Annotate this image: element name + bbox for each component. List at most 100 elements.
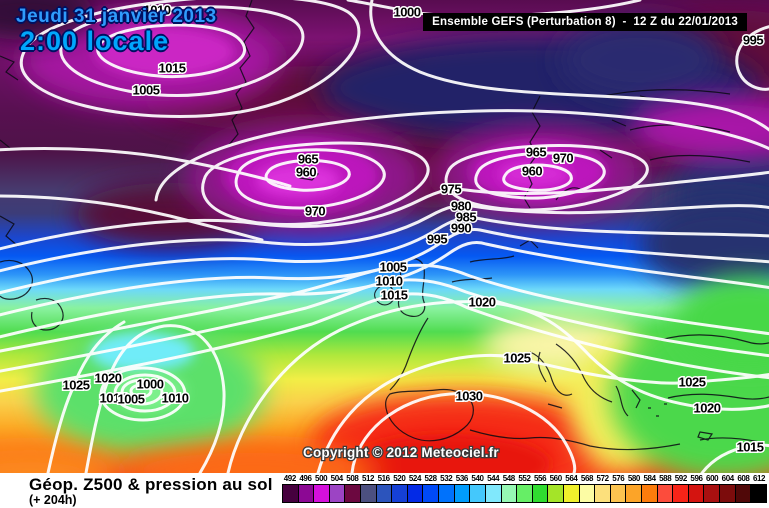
colorbar-value: 560: [549, 474, 563, 483]
colorbar-cell: [720, 485, 736, 502]
colorbar-value: 556: [533, 474, 547, 483]
colorbar-value: 492: [283, 474, 297, 483]
colorbar-cell: [657, 485, 674, 502]
colorbar-value: 552: [518, 474, 531, 483]
colorbar-value: 500: [315, 474, 328, 483]
colorbar-value: 516: [377, 474, 391, 483]
colorbar-cell: [501, 485, 518, 502]
isobar-label: 990: [451, 221, 471, 236]
isobar-label: 965: [298, 152, 318, 167]
colorbar-cell: [595, 485, 611, 502]
legend-title: Géop. Z500 & pression au sol: [29, 475, 273, 494]
colorbar-cell: [329, 485, 346, 502]
forecast-local-time: 2:00 locale: [20, 26, 170, 56]
isobar-label: 1010: [144, 3, 171, 18]
colorbar-values: 492 496 500 504 508 512 516 520 524 528 532 536 540 5…: [282, 473, 767, 484]
colorbar-cell: [361, 485, 377, 502]
isobar-label: 960: [296, 165, 316, 180]
colorbar-cell: [579, 485, 596, 502]
isobar-label: 960: [522, 164, 542, 179]
isobar-label: 980: [451, 199, 471, 214]
isobar-label: 1015: [381, 288, 408, 303]
coastlines: [0, 0, 769, 451]
colorbar-value: 532: [440, 474, 453, 483]
colorbar-cell: [517, 485, 533, 502]
colorbar-value: 568: [580, 474, 594, 483]
isobar-label: 1005: [118, 392, 145, 407]
colorbar-value: 512: [361, 474, 375, 483]
colorbar-cell: [283, 485, 299, 502]
colorbar-cell: [298, 485, 315, 502]
colorbar-value: 504: [330, 474, 344, 483]
colorbar-cell: [626, 485, 643, 502]
isobar-label: 1010: [162, 391, 189, 406]
colorbar-value: 548: [502, 474, 516, 483]
isobar-label: 1020: [95, 371, 122, 386]
forecast-date: Jeudi 31 janvier 2013: [16, 6, 217, 27]
isobar-label: 1015: [159, 61, 186, 76]
isobar-label: 970: [305, 204, 325, 219]
colorbar-value: 580: [627, 474, 641, 483]
colorbar-value: 564: [565, 474, 578, 483]
colorbar-cell: [376, 485, 393, 502]
isobar-label: 975: [441, 182, 461, 197]
colorbar-cell: [470, 485, 486, 502]
isobar-label: 995: [427, 232, 447, 247]
colorbar-value: 540: [471, 474, 484, 483]
colorbar-value: 496: [299, 474, 312, 483]
colorbar-value: 600: [706, 474, 719, 483]
colorbar-value: 584: [643, 474, 656, 483]
isobar-label: 1025: [63, 378, 90, 393]
colorbar-cell: [688, 485, 705, 502]
isobar-label: 1030: [456, 389, 483, 404]
colorbar-value: 608: [737, 474, 750, 483]
colorbar-cell: [345, 485, 362, 502]
isobar-label: 1025: [504, 351, 531, 366]
colorbar-value: 524: [408, 474, 422, 483]
colorbar-cell: [392, 485, 408, 502]
isobar-label: 1000: [137, 377, 164, 392]
isobar-label: 1000: [394, 5, 421, 20]
colorbar-value: 544: [487, 474, 500, 483]
isobar-label: 1020: [694, 401, 721, 416]
colorbar-value: 596: [690, 474, 703, 483]
isobar-label: 1005: [133, 83, 160, 98]
colorbar-value: 592: [674, 474, 688, 483]
colorbar-cell: [485, 485, 502, 502]
isobar-label: 965: [526, 145, 546, 160]
colorbar-value: 508: [346, 474, 359, 483]
colorbar-cell: [610, 485, 627, 502]
model-run-info: Ensemble GEFS (Perturbation 8) - 12 Z du…: [423, 13, 747, 31]
isobar-label: 985: [456, 210, 476, 225]
colorbar-cell: [642, 485, 658, 502]
geopotential-colorbar: 492 496 500 504 508 512 516 520 524 528 532 536 540 5…: [282, 473, 767, 507]
legend-forecast-hour: (+ 204h): [29, 493, 77, 507]
isobar-label: 1015: [737, 440, 764, 455]
colorbar-cell: [532, 485, 549, 502]
colorbar-cell: [314, 485, 330, 502]
isobar-label: 1025: [679, 375, 706, 390]
isobar-label: 1010: [376, 274, 403, 289]
colorbar-cell: [704, 485, 721, 502]
colorbar-value: 604: [721, 474, 735, 483]
colorbar-cells: [282, 484, 767, 503]
isobar-label: 1005: [380, 260, 407, 275]
colorbar-cell: [673, 485, 689, 502]
colorbar-value: 576: [612, 474, 625, 483]
isobar-label: 1015: [100, 391, 127, 406]
colorbar-cell: [548, 485, 564, 502]
colorbar-value: 536: [455, 474, 469, 483]
colorbar-cell: [454, 485, 471, 502]
colorbar-cell: [439, 485, 455, 502]
isobar-label: 970: [553, 151, 573, 166]
colorbar-value: 572: [596, 474, 610, 483]
isobar-contours: [0, 0, 769, 473]
isobar-label: 1020: [469, 295, 496, 310]
isobar-label: 995: [743, 33, 763, 48]
colorbar-cell: [423, 485, 440, 502]
copyright-text: Copyright © 2012 Meteociel.fr: [303, 445, 499, 460]
colorbar-cell: [563, 485, 580, 502]
